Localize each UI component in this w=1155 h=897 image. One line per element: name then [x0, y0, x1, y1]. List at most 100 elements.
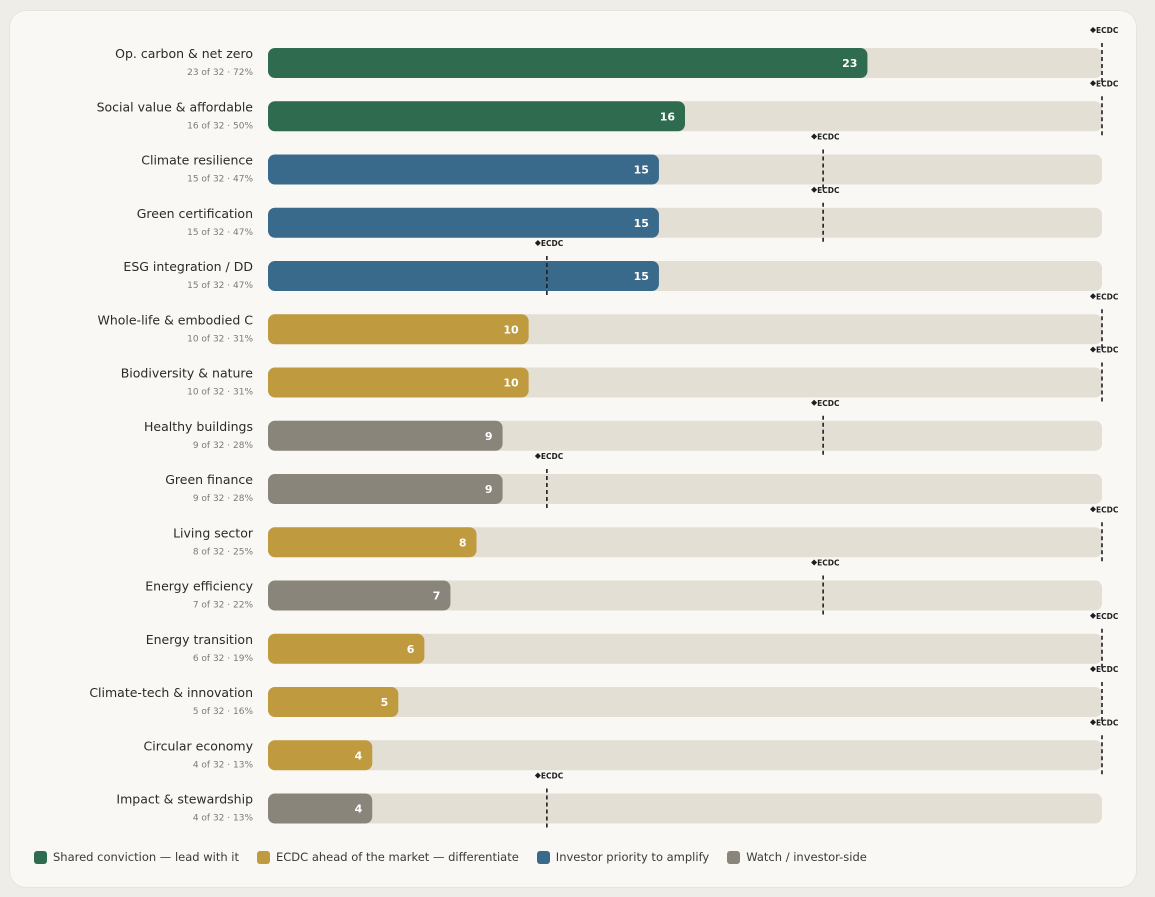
bar	[268, 367, 529, 398]
category-label: Climate resilience	[141, 153, 253, 168]
bar-track	[268, 793, 1102, 824]
ecdc-marker-diamond	[1090, 346, 1096, 353]
ecdc-marker-label: ECDC	[1096, 292, 1119, 301]
bar-value-label: 4	[355, 803, 363, 816]
bar	[268, 740, 373, 771]
category-label: Energy efficiency	[145, 579, 253, 594]
bar-value-label: 6	[407, 643, 415, 656]
ecdc-marker-diamond	[1090, 506, 1096, 513]
ecdc-marker-diamond	[1090, 27, 1096, 33]
bar-value-label: 16	[660, 110, 676, 123]
legend-item: Shared conviction — lead with it	[34, 850, 239, 864]
ecdc-marker-diamond	[534, 240, 541, 246]
legend-swatch	[256, 850, 270, 864]
ecdc-marker-label: ECDC	[817, 186, 840, 195]
legend-swatch	[727, 850, 741, 864]
bar	[268, 48, 868, 78]
ecdc-marker-label: ECDC	[1096, 718, 1119, 727]
bar-value-label: 9	[485, 483, 493, 496]
bar-track	[268, 740, 1102, 771]
bar	[268, 207, 659, 238]
bar-row: ESG integration / DD 15 of 32 · 47% 15 ECDC	[123, 239, 1102, 298]
bar-value-label: 8	[459, 536, 467, 549]
category-sublabel: 4 of 32 · 13%	[193, 814, 254, 824]
bar-row: Circular economy 4 of 32 · 13% 4 ECDC	[144, 718, 1119, 778]
legend-label: Shared conviction — lead with it	[53, 850, 239, 864]
ecdc-marker-diamond	[1090, 612, 1096, 619]
category-sublabel: 9 of 32 · 28%	[193, 441, 254, 451]
category-sublabel: 6 of 32 · 19%	[193, 654, 254, 664]
category-label: Living sector	[173, 525, 254, 540]
ecdc-marker-label: ECDC	[541, 772, 564, 781]
ecdc-marker-label: ECDC	[1096, 346, 1119, 355]
legend-swatch	[536, 850, 550, 864]
category-label: ESG integration / DD	[123, 259, 253, 274]
ecdc-marker-label: ECDC	[817, 559, 840, 568]
category-sublabel: 4 of 32 · 13%	[193, 760, 254, 770]
category-label: Green finance	[165, 472, 253, 487]
chart-legend: Shared conviction — lead with it ECDC ahe…	[34, 849, 867, 865]
category-sublabel: 15 of 32 · 47%	[187, 175, 253, 185]
legend-item: Watch / investor-side	[727, 850, 867, 864]
ecdc-marker-diamond	[1090, 666, 1096, 672]
category-sublabel: 15 of 32 · 47%	[187, 281, 253, 291]
category-sublabel: 23 of 32 · 72%	[187, 68, 253, 78]
bar-row: Energy efficiency 7 of 32 · 22% 7 ECDC	[145, 559, 1102, 618]
category-sublabel: 10 of 32 · 31%	[187, 334, 253, 344]
ecdc-marker-label: ECDC	[817, 399, 840, 408]
bar	[268, 261, 659, 291]
category-sublabel: 15 of 32 · 47%	[187, 228, 253, 238]
category-label: Impact & stewardship	[116, 792, 253, 807]
bar	[268, 154, 659, 185]
bar	[268, 580, 451, 611]
ecdc-marker-label: ECDC	[1096, 79, 1119, 88]
bar-value-label: 15	[634, 270, 649, 283]
ecdc-marker-diamond	[534, 772, 541, 779]
ecdc-marker-diamond	[1090, 80, 1096, 87]
bar-row: Living sector 8 of 32 · 25% 8 ECDC	[173, 505, 1119, 565]
bar-row: Whole-life & embodied C 10 of 32 · 31% 10 E…	[97, 292, 1119, 352]
ecdc-marker-label: ECDC	[1096, 612, 1119, 621]
legend-label: ECDC ahead of the market — differentiate	[275, 850, 519, 864]
category-label: Healthy buildings	[144, 419, 253, 434]
category-label: Energy transition	[146, 632, 253, 647]
bar-track	[268, 687, 1102, 717]
category-label: Whole-life & embodied C	[97, 312, 253, 327]
ecdc-marker-label: ECDC	[541, 239, 564, 248]
bar	[268, 420, 503, 451]
ecdc-marker-diamond	[1090, 293, 1096, 300]
legend-label: Investor priority to amplify	[555, 850, 710, 864]
bar-track	[268, 580, 1102, 611]
ecdc-marker-diamond	[1090, 719, 1096, 726]
bar-row: Climate-tech & innovation 5 of 32 · 16% 5 E…	[89, 665, 1119, 724]
bar-row: Green finance 9 of 32 · 28% 9 ECDC	[165, 452, 1102, 511]
category-sublabel: 16 of 32 · 50%	[187, 121, 253, 131]
ecdc-marker-label: ECDC	[541, 452, 564, 461]
bar	[268, 687, 399, 717]
category-label: Green certification	[137, 206, 253, 221]
bar-value-label: 9	[485, 430, 493, 443]
bar	[268, 101, 685, 132]
category-sublabel: 8 of 32 · 25%	[193, 547, 254, 557]
bar-value-label: 15	[634, 217, 649, 230]
ecdc-marker-label: ECDC	[1096, 505, 1119, 514]
ecdc-marker-diamond	[811, 133, 818, 140]
category-sublabel: 5 of 32 · 16%	[193, 707, 254, 717]
category-sublabel: 10 of 32 · 31%	[187, 388, 253, 398]
legend-swatch	[34, 850, 47, 864]
bar-value-label: 15	[634, 164, 649, 177]
bar	[268, 474, 503, 504]
legend-item: ECDC ahead of the market — differentiate	[256, 850, 519, 864]
bar-row: Biodiversity & nature 10 of 32 · 31% 10 ECD…	[121, 346, 1119, 405]
bar	[268, 527, 477, 558]
category-label: Biodiversity & nature	[121, 366, 254, 381]
legend-label: Watch / investor-side	[746, 850, 867, 864]
bar-value-label: 10	[503, 377, 519, 390]
bar-track	[268, 633, 1102, 664]
category-label: Climate-tech & innovation	[89, 685, 253, 700]
category-label: Op. carbon & net zero	[115, 46, 253, 61]
bar-row: Impact & stewardship 4 of 32 · 13% 4 ECDC	[116, 772, 1102, 831]
ecdc-marker-diamond	[811, 399, 818, 406]
ecdc-marker-diamond	[534, 453, 541, 459]
